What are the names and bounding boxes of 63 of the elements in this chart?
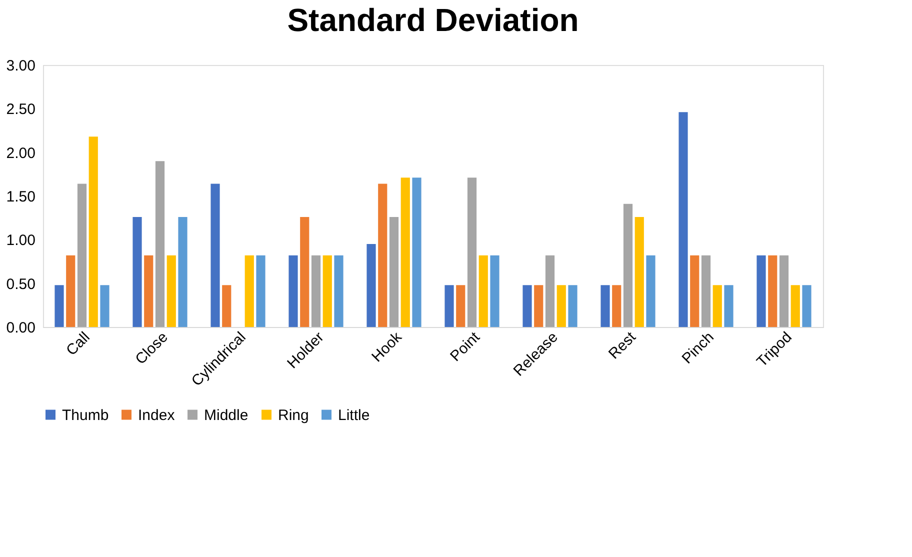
bar [389, 216, 399, 327]
legend-label: Index [138, 406, 176, 424]
bar [678, 112, 688, 327]
bar [779, 255, 789, 327]
bar [322, 255, 332, 327]
bar [378, 184, 388, 327]
legend-label: Little [338, 406, 370, 424]
legend-label: Middle [204, 406, 248, 424]
bar [634, 216, 644, 327]
bar [690, 255, 700, 327]
bar [490, 255, 500, 327]
x-tick-label: Call [63, 328, 94, 360]
bar [478, 255, 488, 327]
y-tick-label: 0.00 [6, 320, 36, 336]
legend-label: Thumb [62, 406, 109, 424]
bar [545, 255, 555, 327]
y-tick-label: 2.00 [6, 144, 36, 162]
bar [288, 255, 298, 327]
bar [522, 285, 532, 327]
bar [166, 255, 176, 327]
bar [802, 285, 812, 327]
bar [66, 255, 76, 327]
y-tick-label: 1.50 [6, 188, 36, 206]
y-tick-label: 3.00 [6, 58, 36, 74]
bar [790, 285, 800, 327]
bar [612, 285, 622, 327]
bar [444, 285, 454, 327]
bar [646, 255, 656, 327]
bar [366, 244, 376, 327]
bar [412, 178, 422, 327]
bar [300, 216, 310, 327]
y-tick-label: 1.00 [6, 232, 36, 250]
bar [756, 255, 766, 327]
bar [256, 255, 266, 327]
bar [334, 255, 344, 327]
bar [456, 285, 466, 327]
bar [568, 285, 578, 327]
bar [77, 184, 87, 327]
bar [724, 285, 734, 327]
legend-label: Ring [278, 406, 309, 424]
bar [210, 184, 220, 327]
bar [768, 255, 778, 327]
bar [534, 285, 544, 327]
bar [222, 285, 232, 327]
bar [600, 285, 610, 327]
bar [155, 161, 165, 327]
bar [178, 216, 188, 327]
bar [100, 285, 110, 327]
bar [244, 255, 254, 327]
bar [132, 216, 142, 327]
bar [467, 178, 477, 327]
bar [712, 285, 722, 327]
bar [88, 136, 98, 327]
bar [54, 285, 64, 327]
bar [556, 285, 566, 327]
bar [623, 204, 633, 327]
y-tick-label: 0.50 [6, 276, 36, 293]
bar [311, 255, 321, 327]
bar [400, 178, 410, 327]
bar [701, 255, 711, 327]
chart-title: Standard Deviation [287, 2, 579, 38]
y-tick-label: 2.50 [6, 101, 36, 118]
bar [144, 255, 154, 327]
